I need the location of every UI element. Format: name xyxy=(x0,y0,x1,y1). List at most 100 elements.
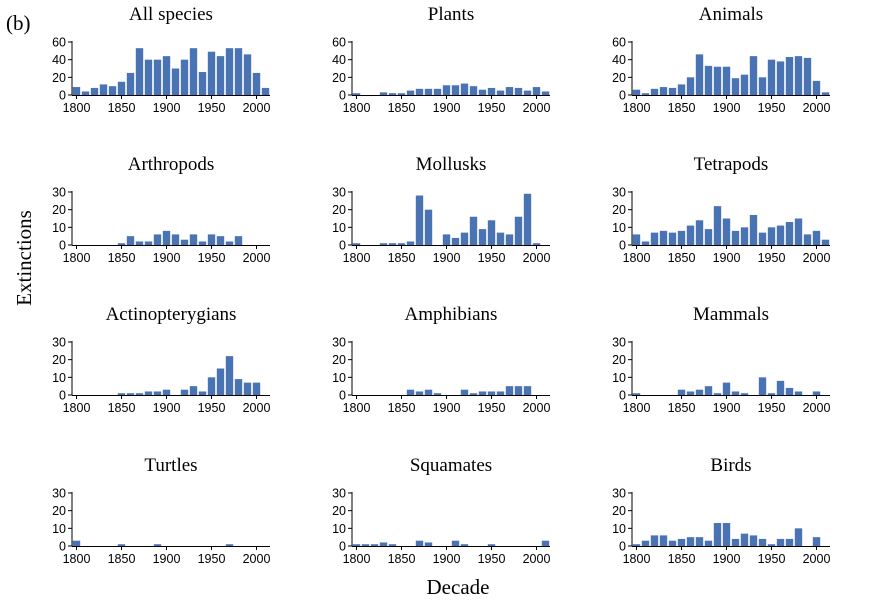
bar-birds-1880 xyxy=(704,540,713,546)
x-tick-label-all-species-2000: 2000 xyxy=(243,101,271,115)
bar-tetrapods-1810 xyxy=(641,241,650,245)
x-tick-label-mollusks-1850: 1850 xyxy=(388,251,416,265)
panel-tetrapods: Tetrapods 0 10 20 30 1800 1850 1900 1950 2000 xyxy=(612,154,830,265)
y-tick-label-tetrapods-20: 20 xyxy=(612,203,626,217)
bar-tetrapods-1850 xyxy=(677,230,686,245)
figure-label: (b) xyxy=(6,11,31,35)
bar-mammals-1890 xyxy=(713,393,722,395)
bar-arthropods-1890 xyxy=(153,234,162,245)
bar-arthropods-1950 xyxy=(207,234,216,245)
bar-all-species-1930 xyxy=(189,48,198,95)
bar-tetrapods-1930 xyxy=(749,214,758,245)
x-tick-label-birds-2000: 2000 xyxy=(803,552,831,566)
bar-squamates-1950 xyxy=(487,544,496,546)
bar-mollusks-1990 xyxy=(523,193,532,245)
bar-arthropods-1930 xyxy=(189,234,198,245)
bar-all-species-1810 xyxy=(81,91,90,95)
bar-tetrapods-1840 xyxy=(668,232,677,245)
y-tick-label-turtles-30: 30 xyxy=(52,487,66,501)
panel-squamates: Squamates 0 10 20 30 1800 1850 1900 1950 2000 xyxy=(332,455,550,566)
x-tick-label-turtles-2000: 2000 xyxy=(243,552,271,566)
panel-title-all-species: All species xyxy=(129,4,213,25)
bar-plants-1910 xyxy=(451,85,460,95)
bar-animals-1870 xyxy=(695,54,704,95)
bar-plants-1840 xyxy=(388,93,397,95)
bar-all-species-1880 xyxy=(144,59,153,95)
bar-plants-1920 xyxy=(460,83,469,95)
bar-mollusks-1860 xyxy=(406,241,415,245)
y-tick-label-actinopterygians-0: 0 xyxy=(59,389,66,403)
x-tick-label-tetrapods-1850: 1850 xyxy=(668,251,696,265)
bar-birds-1920 xyxy=(740,533,749,546)
bar-animals-2000 xyxy=(812,80,821,95)
bar-birds-2000 xyxy=(812,537,821,546)
bar-amphibians-1980 xyxy=(514,386,523,395)
bar-arthropods-1880 xyxy=(144,241,153,245)
panel-title-mammals: Mammals xyxy=(693,304,769,325)
y-tick-label-amphibians-10: 10 xyxy=(332,371,346,385)
panel-actinopterygians: Actinopterygians 0 10 20 30 1800 1850 1900 1950 2… xyxy=(52,304,270,415)
bar-tetrapods-1910 xyxy=(731,230,740,245)
y-tick-label-mammals-0: 0 xyxy=(619,389,626,403)
x-tick-label-mollusks-1800: 1800 xyxy=(343,251,371,265)
bar-tetrapods-1820 xyxy=(650,232,659,245)
bar-arthropods-1860 xyxy=(126,236,135,245)
panel-turtles: Turtles 0 10 20 30 1800 1850 1900 1950 2000 xyxy=(52,455,270,566)
bar-plants-1870 xyxy=(415,88,424,95)
bar-tetrapods-1860 xyxy=(686,225,695,245)
y-tick-label-turtles-10: 10 xyxy=(52,522,66,536)
bar-tetrapods-2010 xyxy=(821,239,830,245)
y-tick-label-arthropods-0: 0 xyxy=(59,239,66,253)
bar-birds-1870 xyxy=(695,537,704,546)
y-tick-label-animals-20: 20 xyxy=(612,71,626,85)
x-tick-label-amphibians-1950: 1950 xyxy=(478,401,506,415)
bar-birds-1840 xyxy=(668,540,677,546)
x-tick-label-mammals-2000: 2000 xyxy=(803,401,831,415)
x-tick-label-all-species-1800: 1800 xyxy=(63,101,91,115)
bar-birds-1830 xyxy=(659,535,668,546)
bar-tetrapods-2000 xyxy=(812,230,821,245)
bar-squamates-1830 xyxy=(379,542,388,546)
bar-squamates-1870 xyxy=(415,540,424,546)
y-tick-label-arthropods-20: 20 xyxy=(52,203,66,217)
bar-birds-1850 xyxy=(677,538,686,546)
bar-mollusks-1940 xyxy=(478,229,487,245)
bar-plants-1960 xyxy=(496,90,505,95)
bar-actinopterygians-1940 xyxy=(198,391,207,395)
bar-amphibians-1970 xyxy=(505,386,514,395)
bar-plants-1860 xyxy=(406,90,415,95)
bar-actinopterygians-1850 xyxy=(117,393,126,395)
x-tick-label-tetrapods-1800: 1800 xyxy=(623,251,651,265)
bar-arthropods-1910 xyxy=(171,234,180,245)
y-tick-label-all-species-40: 40 xyxy=(52,53,66,67)
y-tick-label-birds-20: 20 xyxy=(612,504,626,518)
bar-actinopterygians-1920 xyxy=(180,389,189,395)
y-tick-label-mammals-20: 20 xyxy=(612,353,626,367)
x-tick-label-arthropods-1800: 1800 xyxy=(63,251,91,265)
bar-birds-1900 xyxy=(722,523,731,546)
y-tick-label-squamates-20: 20 xyxy=(332,504,346,518)
bar-mollusks-1910 xyxy=(451,237,460,245)
bar-animals-1970 xyxy=(785,57,794,95)
bar-actinopterygians-1980 xyxy=(234,379,243,395)
y-tick-label-actinopterygians-10: 10 xyxy=(52,371,66,385)
y-tick-label-arthropods-10: 10 xyxy=(52,221,66,235)
y-tick-label-plants-40: 40 xyxy=(332,53,346,67)
bar-animals-1840 xyxy=(668,87,677,95)
x-tick-label-animals-2000: 2000 xyxy=(803,101,831,115)
y-tick-label-mollusks-30: 30 xyxy=(332,186,346,200)
bar-amphibians-1870 xyxy=(415,391,424,395)
bar-squamates-1840 xyxy=(388,544,397,546)
bar-tetrapods-1830 xyxy=(659,230,668,245)
bar-actinopterygians-1970 xyxy=(225,356,234,395)
bar-mollusks-1870 xyxy=(415,195,424,245)
bar-arthropods-1970 xyxy=(225,241,234,245)
y-tick-label-actinopterygians-30: 30 xyxy=(52,336,66,350)
bar-all-species-1890 xyxy=(153,59,162,95)
y-tick-label-plants-60: 60 xyxy=(332,36,346,50)
bar-amphibians-1940 xyxy=(478,391,487,395)
bar-all-species-1960 xyxy=(216,56,225,95)
x-tick-label-tetrapods-1950: 1950 xyxy=(758,251,786,265)
bar-mollusks-1830 xyxy=(379,243,388,245)
bar-amphibians-1890 xyxy=(433,393,442,395)
